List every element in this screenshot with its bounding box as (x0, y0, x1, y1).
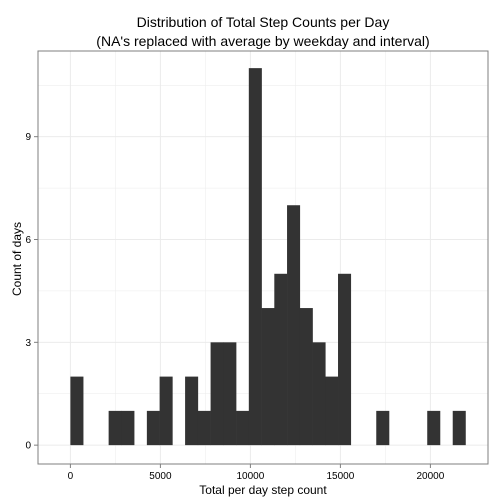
histogram-bar (210, 342, 224, 446)
y-tick-label: 3 (25, 338, 31, 349)
histogram-bar (70, 376, 84, 446)
x-tick-label: 15000 (326, 471, 354, 482)
histogram-bar (146, 410, 160, 446)
histogram-bar (248, 68, 262, 446)
histogram-bar (108, 410, 122, 446)
y-tick-label: 9 (25, 132, 31, 143)
bars (70, 68, 466, 446)
histogram-bar (236, 410, 250, 446)
histogram-bar (452, 410, 466, 446)
x-tick-label: 0 (68, 471, 74, 482)
x-tick-label: 10000 (236, 471, 264, 482)
histogram-bar (325, 376, 339, 446)
histogram-bar (287, 205, 301, 446)
chart-title: Distribution of Total Step Counts per Da… (137, 14, 390, 30)
y-tick-label: 0 (25, 441, 31, 452)
x-tick-label: 5000 (149, 471, 172, 482)
histogram-bar (121, 410, 135, 446)
histogram-bar (312, 342, 326, 446)
histogram-bar (261, 308, 275, 446)
axis-ticks: 0 5000 10000 15000 20000 0 3 6 9 (25, 132, 444, 482)
histogram-bar (376, 410, 390, 446)
histogram-bar (427, 410, 441, 446)
panel-border (37, 50, 489, 465)
y-tick-label: 6 (25, 235, 31, 246)
histogram-bar (159, 376, 173, 446)
y-axis-title: Count of days (10, 222, 24, 296)
x-tick-label: 20000 (416, 471, 444, 482)
chart-subtitle: (NA's replaced with average by weekday a… (96, 33, 429, 49)
histogram-bar (299, 308, 313, 446)
histogram-bar (197, 410, 211, 446)
x-axis-title: Total per day step count (199, 483, 327, 497)
histogram-bar (274, 273, 288, 446)
histogram-bar (223, 342, 237, 446)
histogram-bar (338, 273, 352, 446)
histogram-bar (185, 376, 199, 446)
